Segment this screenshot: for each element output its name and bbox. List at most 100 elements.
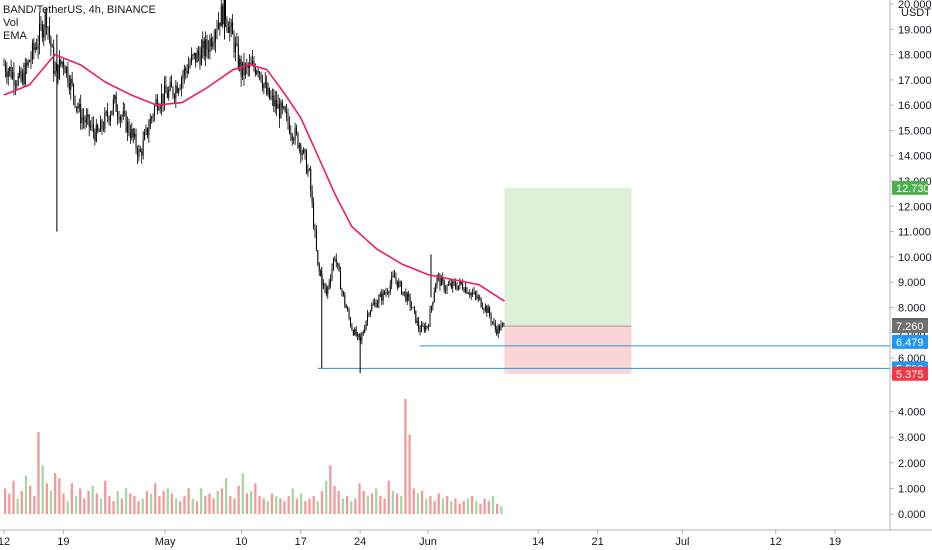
candle-body [301, 153, 303, 155]
candle-body [428, 326, 430, 328]
price-tag-box [892, 334, 928, 349]
price-tick-label: 9.000 [898, 277, 926, 289]
time-tick-label: 14 [532, 536, 544, 548]
candle-body [334, 258, 336, 260]
volume-bar [4, 488, 7, 514]
candle-body [392, 275, 394, 277]
candle-body [328, 283, 330, 287]
candle-body [213, 41, 215, 43]
candle-body [375, 302, 377, 308]
candle-body [190, 55, 192, 64]
candle-body [225, 0, 227, 20]
support-lines[interactable] [317, 345, 890, 369]
volume-bar [383, 498, 386, 514]
candle-body [250, 63, 252, 64]
time-axis[interactable]: 12 19 May 10 17 24 Jun 14 21 Jul 12 19 [0, 529, 932, 548]
volume-bar [358, 483, 361, 514]
candle-body [108, 117, 110, 121]
volume-bar [400, 496, 403, 514]
candle-body [482, 306, 484, 309]
candle-body [105, 111, 107, 113]
volume-bar [112, 501, 115, 514]
volume-bar [291, 488, 294, 514]
candle-body [406, 293, 408, 302]
candle-body [357, 334, 359, 336]
candle-body [227, 27, 229, 33]
candle-body [3, 64, 5, 66]
candle-body [50, 36, 52, 47]
volume-bar [20, 490, 23, 514]
candle-body [465, 287, 466, 292]
candle-body [159, 106, 161, 110]
candle-body [212, 42, 214, 47]
candle-body [327, 286, 329, 295]
candle-body [443, 280, 445, 291]
volume-bar [450, 501, 453, 514]
candle-body [110, 114, 111, 121]
candle-body [415, 310, 417, 323]
candle-body [257, 71, 259, 73]
target-zone [504, 187, 632, 327]
volume-bar [387, 480, 390, 514]
candle-body [382, 291, 384, 301]
candle-body [101, 120, 103, 129]
volume-bar [183, 496, 186, 514]
candle-body [118, 116, 120, 121]
candle-body [281, 102, 283, 108]
volume-bar [179, 501, 182, 514]
candle-body [440, 277, 442, 286]
candle-body [297, 133, 299, 148]
candle-body [129, 133, 131, 138]
volume-bar [95, 493, 99, 514]
candle-body [442, 277, 444, 281]
candle-body [304, 149, 306, 153]
candle-body [188, 66, 190, 74]
volume-bar [237, 485, 240, 514]
candle-body [459, 281, 461, 286]
candle-body [77, 106, 79, 109]
candle-body [501, 323, 503, 325]
candle-body [83, 117, 85, 120]
candle-body [298, 144, 300, 148]
ema-series-line [3, 53, 505, 302]
volume-indicator-label[interactable]: Vol [3, 17, 19, 29]
volume-bar [29, 485, 32, 514]
volume-bar [49, 490, 53, 514]
candle-body [7, 71, 9, 77]
candle-body [121, 116, 123, 118]
position-zones[interactable] [504, 187, 632, 374]
candle-body [186, 70, 188, 74]
candle-body [111, 110, 113, 115]
volume-bar [74, 496, 78, 514]
candle-body [222, 5, 224, 25]
volume-bar [187, 488, 190, 514]
candle-body [447, 284, 449, 286]
candle-body [138, 149, 140, 157]
volume-bar [233, 498, 236, 514]
symbol-title[interactable]: BAND/TetherUS, 4h, BINANCE [3, 4, 156, 16]
candle-body [44, 11, 46, 29]
candle-body [300, 144, 302, 155]
candle-body [185, 68, 187, 71]
candle-body [200, 47, 202, 65]
candle-body [98, 131, 100, 133]
candle-body [303, 149, 305, 154]
volume-bar [500, 506, 503, 514]
volume-bar [312, 496, 315, 514]
candle-body [152, 115, 154, 118]
candle-body [169, 82, 171, 91]
price-axis[interactable]: 20.000 19.000 18.000 17.000 16.000 15.000 14.0… [889, 0, 932, 530]
ema-indicator-label[interactable]: EMA [3, 30, 27, 42]
candle-body [349, 317, 351, 326]
candle-body [367, 314, 369, 322]
candle-body [145, 127, 147, 133]
candle-body [206, 39, 208, 50]
candle-body [296, 127, 298, 134]
candle-body [348, 310, 350, 318]
candle-body [416, 320, 418, 323]
candle-body [395, 277, 397, 281]
candle-body [423, 325, 425, 331]
volume-tick-label: 2.000 [898, 458, 926, 470]
candle-body [148, 128, 150, 136]
